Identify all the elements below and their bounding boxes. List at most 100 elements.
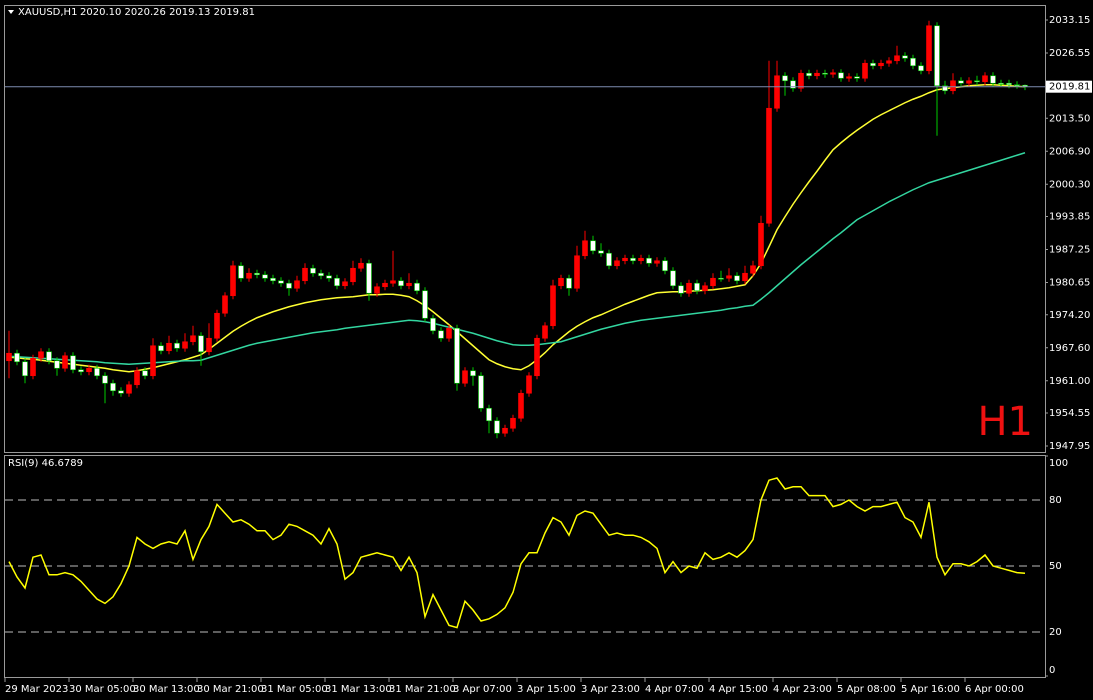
x-tick-label: 5 Apr 16:00 (901, 684, 960, 695)
candle-body (134, 370, 140, 386)
candle-body (886, 60, 892, 64)
main-panel (4, 5, 1046, 453)
y-tick-label: 1974.20 (1049, 310, 1090, 321)
candle-body (718, 277, 724, 280)
candle-body (174, 342, 180, 349)
x-tick-label: 4 Apr 15:00 (709, 684, 768, 695)
y-tick-label: 20 (1049, 627, 1062, 638)
candle-body (694, 282, 700, 292)
candle-body (166, 342, 172, 352)
candle-body (958, 80, 964, 84)
candle-body (574, 255, 580, 289)
candle-body (478, 375, 484, 409)
candle-body (862, 62, 868, 79)
candle-body (894, 55, 900, 62)
y-tick-label: 1961.00 (1049, 376, 1090, 387)
candle-body (502, 427, 508, 434)
y-tick-label: 2006.90 (1049, 146, 1090, 157)
candle-body (230, 265, 236, 297)
candle-body (214, 312, 220, 339)
ohlc: 2020.10 2020.26 2019.13 2019.81 (80, 7, 255, 18)
candle-body (78, 369, 84, 373)
candle-body (926, 25, 932, 72)
candle-body (254, 272, 260, 276)
candle-body (662, 260, 668, 272)
candle-body (814, 72, 820, 77)
candle-body (1006, 82, 1012, 86)
x-tick-label: 6 Apr 00:00 (965, 684, 1024, 695)
candle-body (6, 352, 12, 362)
candle-body (190, 335, 196, 343)
candle-body (974, 80, 980, 83)
x-tick-label: 3 Apr 07:00 (453, 684, 512, 695)
candle-body (438, 330, 444, 339)
y-tick-label: 1987.25 (1049, 245, 1090, 256)
menu-arrow[interactable] (8, 10, 14, 14)
candle-body (678, 285, 684, 294)
x-tick-label: 5 Apr 08:00 (837, 684, 896, 695)
candle-body (86, 367, 92, 373)
candle-body (742, 272, 748, 282)
candle-body (774, 75, 780, 109)
candle-body (982, 75, 988, 83)
candle-body (22, 361, 28, 377)
candle-body (918, 65, 924, 72)
candle-body (638, 257, 644, 262)
candle-body (710, 277, 716, 287)
candle-body (118, 390, 124, 394)
candle-body (246, 272, 252, 279)
candle-body (470, 370, 476, 377)
x-tick-label: 3 Apr 15:00 (517, 684, 576, 695)
candle-body (566, 277, 572, 289)
candle-body (342, 281, 348, 287)
candle-body (46, 351, 52, 362)
candle-body (854, 76, 860, 79)
y-tick-label: 0 (1049, 665, 1055, 676)
candle-body (270, 277, 276, 282)
y-tick-label: 2000.30 (1049, 179, 1090, 190)
rsi-title: RSI(9) 46.6789 (8, 458, 83, 469)
x-tick-label: 3 Apr 23:00 (581, 684, 640, 695)
candle-body (350, 267, 356, 283)
candle-body (934, 25, 940, 87)
candle-body (1014, 84, 1020, 87)
y-tick-label: 80 (1049, 495, 1062, 506)
y-tick-label: 2013.50 (1049, 113, 1090, 124)
candle-body (486, 407, 492, 422)
candle-body (406, 282, 412, 287)
candle-body (326, 275, 332, 279)
candle-body (302, 267, 308, 282)
candle-body (494, 420, 500, 434)
candle-body (374, 286, 380, 294)
candle-body (758, 222, 764, 267)
candle-body (126, 384, 132, 394)
candle-body (446, 327, 452, 339)
candle-body (614, 260, 620, 267)
candle-body (334, 277, 340, 287)
candle-body (702, 285, 708, 292)
candle-body (430, 317, 436, 332)
candle-body (822, 72, 828, 75)
x-tick-label: 31 Mar 21:00 (389, 684, 456, 695)
candle-body (790, 80, 796, 89)
timeframe-badge: H1 (977, 399, 1033, 445)
candle-body (998, 82, 1004, 85)
y-tick-label: 2033.15 (1049, 15, 1090, 26)
candle-body (262, 274, 268, 279)
candle-body (630, 257, 636, 262)
candle-body (454, 327, 460, 384)
x-tick-label: 31 Mar 05:00 (261, 684, 328, 695)
y-tick-label: 1980.65 (1049, 278, 1090, 289)
candle-body (206, 337, 212, 353)
candle-body (798, 72, 804, 89)
moving-average (8, 152, 1026, 366)
candle-body (526, 375, 532, 394)
y-tick-label: 1993.85 (1049, 212, 1090, 223)
candle-body (14, 352, 20, 363)
candle-body (390, 280, 396, 284)
y-tick-label: 100 (1049, 458, 1068, 469)
candle-body (590, 240, 596, 252)
candle-body (766, 107, 772, 224)
